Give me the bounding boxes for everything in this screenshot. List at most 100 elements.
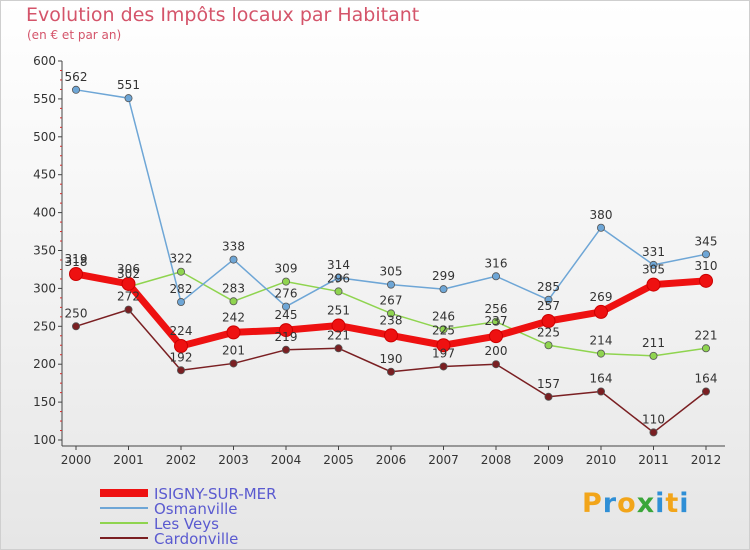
x-tick-label: 2003 <box>218 453 249 467</box>
data-label: 237 <box>485 314 508 328</box>
y-tick-label: 400 <box>33 206 56 220</box>
data-label: 318 <box>65 255 88 269</box>
data-point <box>229 255 238 264</box>
data-label: 190 <box>380 352 403 366</box>
legend-label-osmanville: Osmanville <box>154 500 238 518</box>
x-tick-label: 2009 <box>533 453 564 467</box>
data-point <box>124 94 133 103</box>
data-point <box>176 366 185 375</box>
data-point <box>597 387 606 396</box>
y-tick-label: 100 <box>33 433 56 447</box>
series-osmanville <box>72 85 711 311</box>
data-label: 221 <box>695 328 718 342</box>
data-point <box>69 266 83 281</box>
y-tick-label: 500 <box>33 130 56 144</box>
y-tick-label: 600 <box>33 54 56 68</box>
logo-letter: o <box>617 488 637 519</box>
data-label: 246 <box>432 309 455 323</box>
data-label: 305 <box>380 265 403 279</box>
data-label: 269 <box>590 290 613 304</box>
data-point <box>491 272 500 281</box>
data-point <box>281 277 290 286</box>
data-point <box>541 313 556 328</box>
data-point <box>544 295 553 304</box>
data-point <box>386 280 395 289</box>
data-point <box>649 428 658 437</box>
data-point <box>334 344 343 353</box>
data-point <box>72 85 81 94</box>
x-tick-label: 2011 <box>638 453 669 467</box>
data-label: 310 <box>695 259 718 273</box>
data-point <box>702 344 711 353</box>
data-label: 250 <box>65 306 88 320</box>
data-label: 219 <box>275 330 298 344</box>
data-point <box>594 304 608 319</box>
data-point <box>121 276 136 291</box>
data-label: 551 <box>117 78 140 92</box>
logo-letter: r <box>602 488 618 519</box>
legend-label-les-veys: Les Veys <box>154 515 219 533</box>
data-point <box>124 305 133 314</box>
legend-label-isigny-sur-mer: ISIGNY-SUR-MER <box>154 485 277 503</box>
data-label: 322 <box>170 252 193 266</box>
data-label: 197 <box>432 346 455 360</box>
data-label: 164 <box>590 371 613 385</box>
logo-letter: x <box>636 488 656 519</box>
data-point <box>226 325 241 340</box>
y-tick-label: 550 <box>33 92 56 106</box>
data-point <box>334 287 343 296</box>
data-point <box>597 349 606 358</box>
data-label: 257 <box>537 299 560 313</box>
data-point <box>491 360 500 369</box>
data-point <box>491 317 500 326</box>
x-tick-label: 2005 <box>323 453 354 467</box>
chart-title: Evolution des Impôts locaux par Habitant <box>26 4 420 26</box>
data-label: 211 <box>642 336 665 350</box>
data-label: 157 <box>537 377 560 391</box>
data-point <box>439 325 448 334</box>
data-point <box>489 329 503 344</box>
data-label: 306 <box>117 262 140 276</box>
legend-label-cardonville: Cardonville <box>154 530 238 548</box>
data-label: 242 <box>222 310 245 324</box>
x-tick-label: 2006 <box>376 453 407 467</box>
y-tick-label: 200 <box>33 357 56 371</box>
chart-subtitle: (en € et par an) <box>27 28 122 42</box>
data-label: 316 <box>485 256 508 270</box>
x-tick-label: 2000 <box>61 453 92 467</box>
data-point <box>331 318 346 333</box>
series-layer <box>69 85 713 437</box>
data-point <box>544 341 553 350</box>
data-label: 110 <box>642 412 665 426</box>
data-point <box>597 223 606 232</box>
data-label: 221 <box>327 328 350 342</box>
data-label: 225 <box>432 323 455 337</box>
logo-letter: i <box>655 488 666 519</box>
data-label: 200 <box>485 344 508 358</box>
data-labels-layer: 250 272 192 201 219 221 190 197 200 157 164 110 164 3… <box>65 70 718 427</box>
data-label: 305 <box>642 263 665 277</box>
data-label: 314 <box>327 258 350 272</box>
x-tick-label: 2004 <box>271 453 302 467</box>
data-point <box>229 359 238 368</box>
data-label: 380 <box>590 208 613 222</box>
y-tick-label: 350 <box>33 244 56 258</box>
data-label: 256 <box>485 302 508 316</box>
y-tick-label: 300 <box>33 281 56 295</box>
data-label: 267 <box>380 293 403 307</box>
data-point <box>649 351 658 360</box>
y-tick-label: 250 <box>33 319 56 333</box>
data-point <box>646 277 661 292</box>
data-point <box>702 250 711 259</box>
data-point <box>386 309 395 318</box>
data-label: 282 <box>170 282 193 296</box>
data-label: 251 <box>327 304 350 318</box>
data-point <box>544 392 553 401</box>
x-tick-label: 2008 <box>481 453 512 467</box>
data-label: 285 <box>537 280 560 294</box>
data-label: 214 <box>590 334 613 348</box>
data-point <box>334 273 343 282</box>
x-tick-label: 2012 <box>691 453 722 467</box>
proxiti-logo: Proxiti <box>582 488 690 519</box>
